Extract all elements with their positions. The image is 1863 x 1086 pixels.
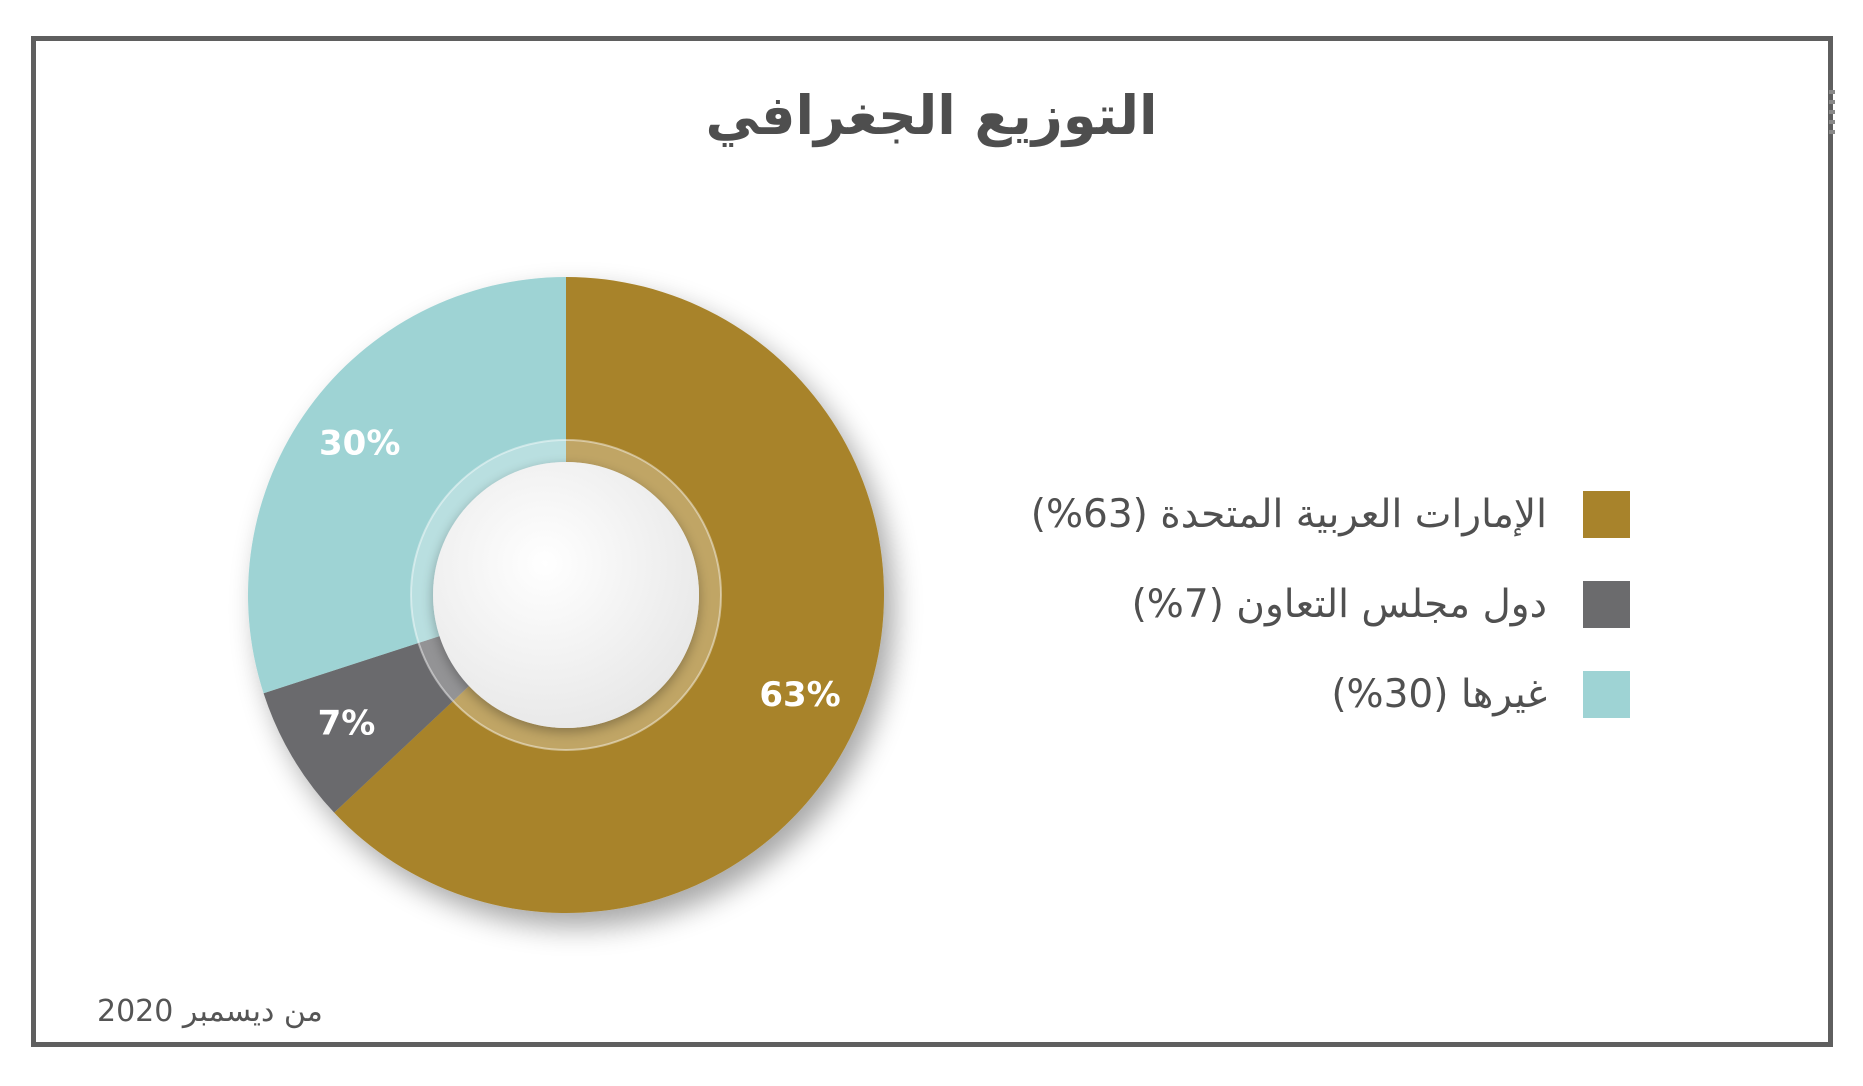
legend-label-gcc: دول مجلس التعاون (7%) (1131, 581, 1547, 627)
slice-uae (334, 277, 884, 913)
donut-center (433, 462, 699, 728)
chart-frame (31, 36, 1833, 1047)
slice-others (247, 277, 567, 694)
legend-label-uae: الإمارات العربية المتحدة (63%) (1030, 491, 1547, 537)
legend-item-uae: الإمارات العربية المتحدة (63%) (900, 490, 1630, 538)
legend-item-gcc: دول مجلس التعاون (7%) (900, 580, 1630, 628)
slice-gcc (263, 636, 470, 813)
legend: الإمارات العربية المتحدة (63%) دول مجلس … (900, 490, 1630, 760)
slice-label-others: 30% (319, 424, 400, 464)
date-note: من ديسمبر 2020 (97, 994, 323, 1029)
legend-swatch-others (1583, 670, 1630, 718)
legend-swatch-uae (1583, 490, 1630, 538)
slice-labels: 63% 7% 30% (318, 424, 841, 744)
legend-swatch-gcc (1583, 580, 1630, 628)
chart-title: التوزيع الجغرافي (705, 84, 1158, 147)
slice-label-gcc: 7% (318, 703, 376, 743)
legend-item-others: غيرها (30%) (900, 670, 1630, 718)
legend-label-others: غيرها (30%) (1331, 671, 1547, 717)
edge-marker (1829, 90, 1835, 140)
slice-label-uae: 63% (759, 675, 840, 715)
donut-slices (247, 277, 884, 913)
